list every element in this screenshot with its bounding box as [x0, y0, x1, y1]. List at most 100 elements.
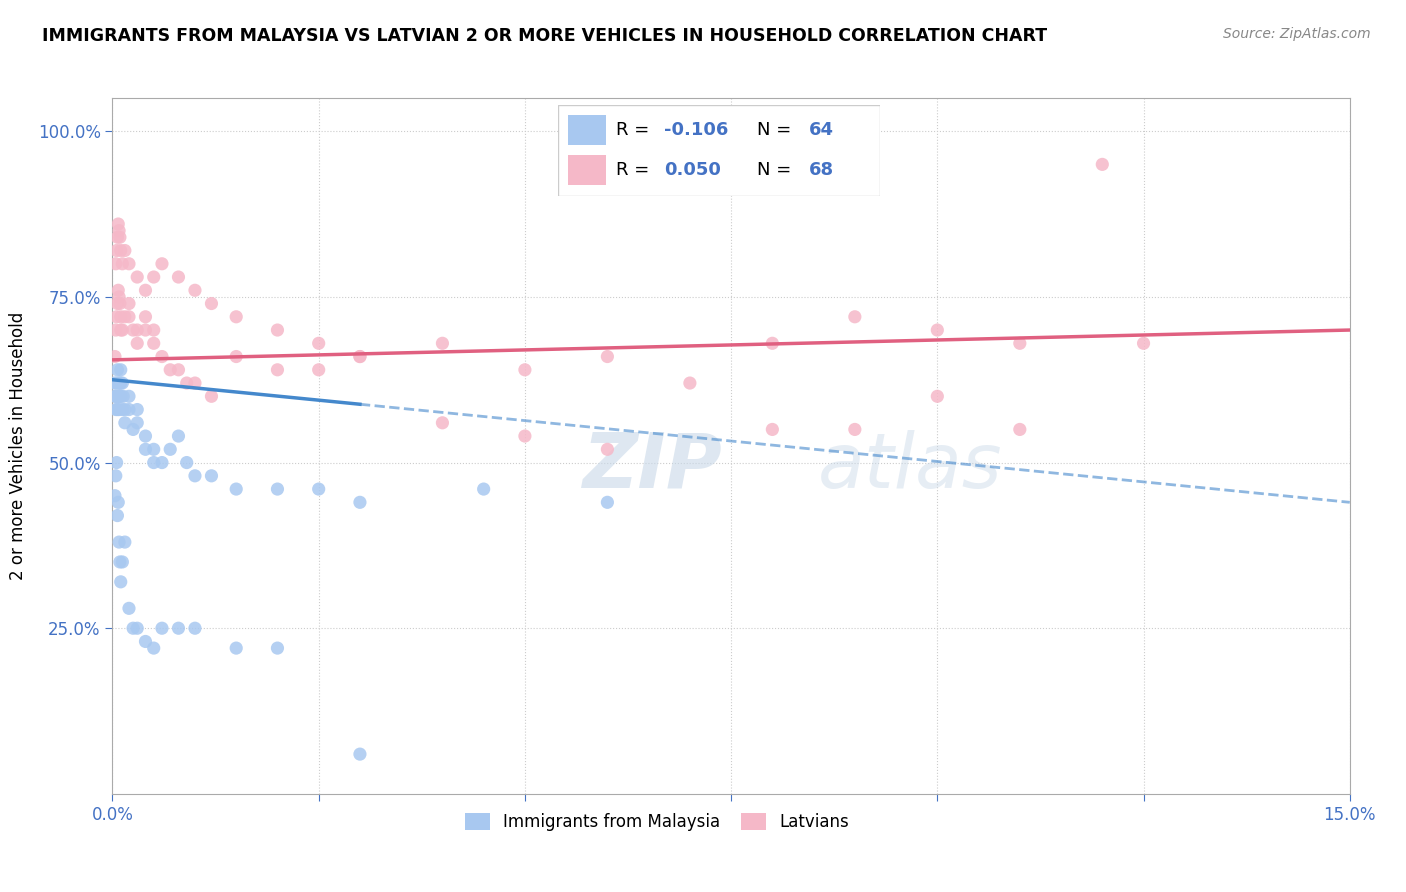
Point — [108, 402, 131, 417]
Point — [118, 402, 141, 417]
Point — [107, 217, 129, 231]
Text: atlas: atlas — [818, 430, 1002, 504]
Point — [142, 270, 165, 285]
Point — [107, 296, 129, 310]
Point — [266, 363, 288, 377]
Point — [266, 641, 288, 656]
Point — [167, 429, 190, 443]
Point — [108, 535, 131, 549]
Point — [200, 389, 222, 403]
Point — [200, 296, 222, 310]
Point — [104, 257, 127, 271]
Point — [844, 422, 866, 436]
Point — [108, 389, 131, 403]
Point — [927, 389, 949, 403]
Point — [184, 376, 207, 390]
Point — [118, 257, 141, 271]
Point — [107, 363, 129, 377]
Point — [513, 429, 536, 443]
Point — [142, 442, 165, 457]
Point — [108, 224, 131, 238]
Point — [104, 402, 127, 417]
Point — [150, 350, 173, 364]
Point — [107, 283, 129, 297]
Point — [110, 244, 132, 258]
Point — [127, 621, 149, 635]
Point — [266, 482, 288, 496]
Point — [104, 389, 127, 403]
Point — [184, 468, 207, 483]
Point — [134, 283, 156, 297]
Point — [127, 270, 149, 285]
Point — [122, 422, 145, 436]
Point — [105, 389, 128, 403]
Point — [107, 508, 129, 523]
Point — [134, 310, 156, 324]
Point — [159, 363, 181, 377]
Point — [112, 389, 135, 403]
Point — [110, 310, 132, 324]
Text: ZIP: ZIP — [582, 430, 723, 504]
Point — [127, 416, 149, 430]
Point — [110, 363, 132, 377]
Point — [432, 416, 454, 430]
Point — [122, 323, 145, 337]
Point — [150, 257, 173, 271]
Point — [225, 310, 247, 324]
Point — [127, 402, 149, 417]
Point — [105, 376, 128, 390]
Point — [134, 634, 156, 648]
Point — [308, 482, 330, 496]
Point — [596, 350, 619, 364]
Point — [134, 323, 156, 337]
Point — [200, 468, 222, 483]
Point — [104, 350, 127, 364]
Point — [349, 747, 371, 761]
Point — [596, 495, 619, 509]
Point — [107, 230, 129, 244]
Point — [184, 283, 207, 297]
Point — [111, 376, 134, 390]
Point — [111, 257, 134, 271]
Point — [104, 323, 127, 337]
Point — [104, 468, 127, 483]
Point — [513, 363, 536, 377]
Point — [105, 310, 128, 324]
Point — [111, 323, 134, 337]
Legend: Immigrants from Malaysia, Latvians: Immigrants from Malaysia, Latvians — [458, 806, 855, 838]
Point — [127, 323, 149, 337]
Point — [104, 389, 127, 403]
Point — [225, 482, 247, 496]
Point — [122, 621, 145, 635]
Point — [150, 621, 173, 635]
Point — [596, 442, 619, 457]
Point — [927, 323, 949, 337]
Point — [118, 296, 141, 310]
Point — [349, 495, 371, 509]
Point — [176, 376, 198, 390]
Point — [349, 350, 371, 364]
Point — [107, 389, 129, 403]
Point — [118, 601, 141, 615]
Point — [107, 402, 129, 417]
Point — [142, 323, 165, 337]
Point — [110, 389, 132, 403]
Point — [159, 442, 181, 457]
Point — [114, 535, 136, 549]
Point — [1008, 422, 1031, 436]
Point — [679, 376, 702, 390]
Point — [105, 456, 128, 470]
Point — [225, 641, 247, 656]
Point — [110, 323, 132, 337]
Point — [114, 244, 136, 258]
Point — [1091, 157, 1114, 171]
Point — [1132, 336, 1154, 351]
Point — [107, 376, 129, 390]
Y-axis label: 2 or more Vehicles in Household: 2 or more Vehicles in Household — [8, 312, 27, 580]
Text: IMMIGRANTS FROM MALAYSIA VS LATVIAN 2 OR MORE VEHICLES IN HOUSEHOLD CORRELATION : IMMIGRANTS FROM MALAYSIA VS LATVIAN 2 OR… — [42, 27, 1047, 45]
Point — [266, 323, 288, 337]
Point — [107, 495, 129, 509]
Point — [761, 422, 783, 436]
Point — [167, 621, 190, 635]
Point — [108, 296, 131, 310]
